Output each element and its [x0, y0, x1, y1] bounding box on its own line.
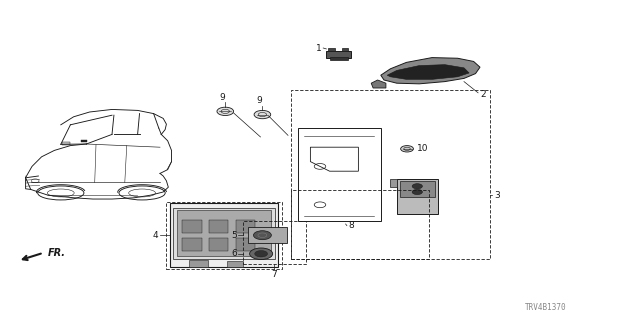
- Bar: [177, 210, 271, 256]
- Polygon shape: [381, 58, 480, 84]
- Bar: [330, 57, 348, 60]
- Bar: [166, 202, 282, 269]
- Bar: [291, 90, 490, 259]
- Circle shape: [253, 231, 271, 240]
- Circle shape: [217, 107, 234, 116]
- Bar: [209, 220, 228, 233]
- Bar: [182, 238, 202, 251]
- Bar: [189, 260, 208, 267]
- Circle shape: [412, 189, 422, 195]
- Text: 4: 4: [152, 231, 158, 240]
- Circle shape: [250, 248, 273, 260]
- Bar: [298, 128, 381, 221]
- Bar: [243, 221, 306, 264]
- Text: 10: 10: [417, 144, 428, 153]
- Circle shape: [401, 146, 413, 152]
- Bar: [236, 220, 255, 233]
- Text: 9: 9: [220, 93, 225, 102]
- Circle shape: [255, 251, 268, 257]
- Bar: [390, 179, 397, 187]
- Bar: [62, 142, 70, 145]
- Bar: [170, 203, 278, 267]
- Bar: [248, 227, 287, 243]
- Bar: [236, 238, 255, 251]
- Text: 6: 6: [231, 249, 237, 258]
- Text: 3: 3: [495, 191, 500, 200]
- Text: 5: 5: [231, 231, 237, 240]
- Bar: [400, 181, 435, 197]
- Bar: [291, 190, 429, 259]
- Bar: [397, 179, 438, 214]
- Bar: [81, 140, 87, 142]
- Text: FR.: FR.: [48, 248, 66, 258]
- Bar: [209, 238, 228, 251]
- Polygon shape: [371, 80, 386, 88]
- Bar: [326, 51, 351, 58]
- Text: 7: 7: [271, 270, 276, 279]
- Bar: [342, 48, 348, 51]
- Text: 2: 2: [480, 90, 486, 99]
- Text: 9: 9: [257, 96, 262, 105]
- Text: 1: 1: [316, 44, 321, 52]
- Bar: [328, 48, 335, 51]
- Bar: [173, 208, 275, 259]
- Circle shape: [254, 110, 271, 119]
- Circle shape: [412, 184, 422, 189]
- Bar: [227, 261, 243, 267]
- Polygon shape: [387, 65, 469, 79]
- Text: 8: 8: [349, 221, 355, 230]
- Text: TRV4B1370: TRV4B1370: [525, 303, 566, 312]
- Bar: [182, 220, 202, 233]
